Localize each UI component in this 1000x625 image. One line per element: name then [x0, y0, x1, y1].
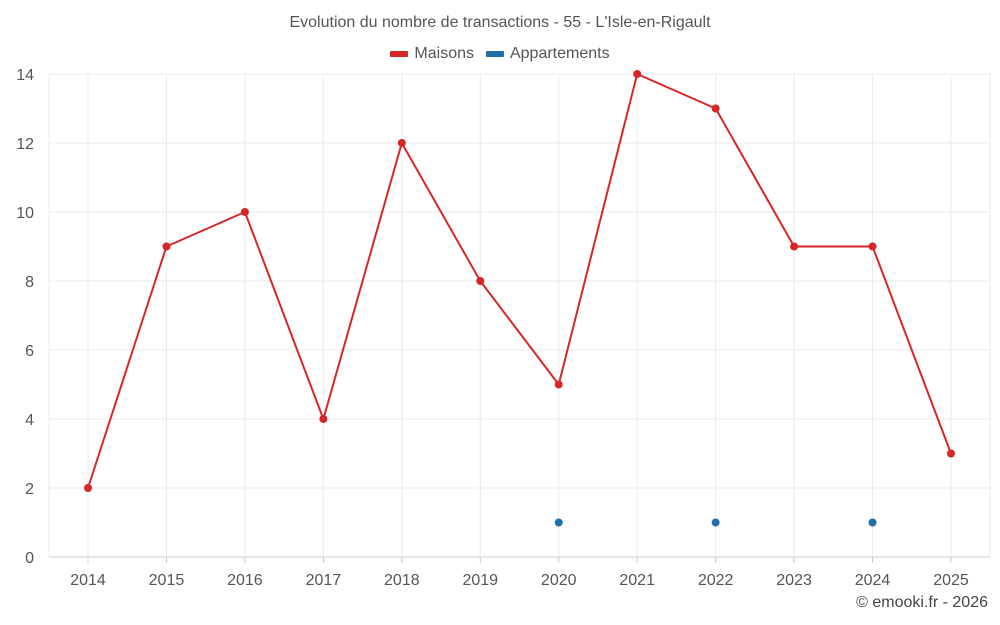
x-tick-label: 2014 — [70, 572, 106, 589]
data-point-maisons — [868, 242, 877, 251]
data-point-maisons — [162, 242, 171, 251]
x-tick-label: 2019 — [462, 572, 498, 589]
data-point-maisons — [476, 277, 485, 285]
y-tick-label: 2 — [25, 481, 34, 498]
x-tick-label: 2025 — [933, 572, 969, 589]
data-point-maisons — [947, 449, 955, 458]
credit-text: © emooki.fr - 2026 — [856, 594, 988, 611]
data-point-maisons — [240, 208, 249, 216]
chart-title: Evolution du nombre de transactions - 55… — [289, 14, 711, 31]
y-tick-label: 0 — [25, 550, 34, 567]
x-tick-label: 2017 — [306, 572, 342, 589]
data-point-maisons — [790, 242, 799, 251]
x-tick-label: 2015 — [149, 572, 185, 589]
data-point-maisons — [319, 415, 328, 423]
y-tick-label: 10 — [16, 205, 34, 222]
data-point-maisons — [711, 104, 720, 113]
legend-label-maisons: Maisons — [414, 45, 474, 62]
data-point-appartements — [868, 518, 877, 527]
x-tick-label: 2020 — [541, 572, 577, 589]
y-tick-label: 14 — [16, 67, 34, 84]
legend-item-appartements[interactable]: Appartements — [485, 45, 610, 63]
y-tick-label: 12 — [16, 136, 34, 153]
x-tick-label: 2023 — [776, 572, 812, 589]
x-tick-label: 2016 — [227, 572, 263, 589]
x-tick-label: 2021 — [619, 572, 655, 589]
legend-swatch-maisons — [390, 51, 409, 57]
legend-swatch-appartements — [485, 51, 504, 57]
x-tick-label: 2018 — [384, 572, 420, 589]
data-point-maisons — [554, 380, 563, 389]
legend: Maisons Appartements — [0, 45, 1000, 63]
y-tick-label: 6 — [25, 343, 34, 360]
data-point-appartements — [554, 518, 563, 527]
x-tick-label: 2024 — [855, 572, 891, 589]
series-line-maisons — [87, 73, 952, 489]
data-point-maisons — [84, 484, 92, 492]
legend-label-appartements: Appartements — [509, 45, 610, 62]
y-tick-label: 8 — [25, 274, 34, 291]
x-tick-label: 2022 — [698, 572, 734, 589]
data-point-maisons — [397, 139, 406, 147]
data-point-maisons — [633, 70, 642, 78]
data-point-appartements — [711, 518, 720, 527]
legend-item-maisons[interactable]: Maisons — [390, 45, 474, 63]
y-tick-label: 4 — [25, 412, 34, 429]
